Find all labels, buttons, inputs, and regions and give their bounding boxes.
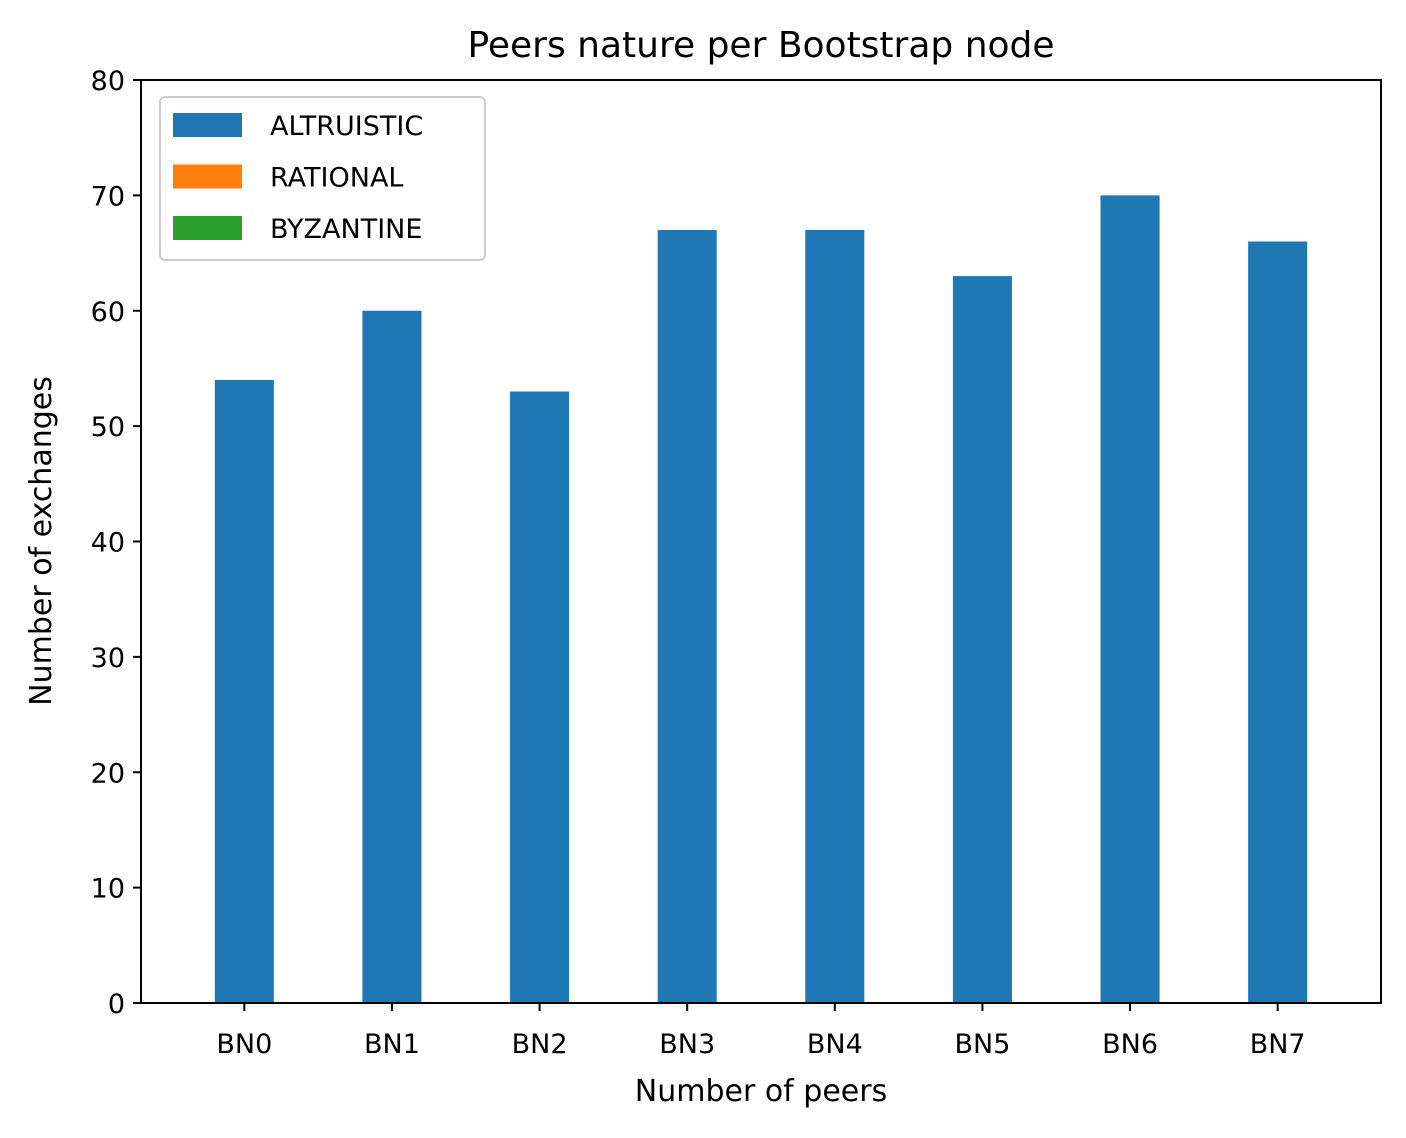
bar-altruistic-bn4 bbox=[805, 229, 865, 1004]
legend: ALTRUISTIC RATIONAL BYZANTINE bbox=[159, 96, 486, 261]
y-tick-label: 70 bbox=[91, 181, 125, 212]
x-tick-label: BN2 bbox=[512, 1029, 568, 1060]
legend-swatch-byzantine bbox=[173, 216, 242, 240]
y-tick-label: 30 bbox=[91, 643, 125, 674]
x-tick-label: BN3 bbox=[659, 1029, 715, 1060]
x-tick-label: BN6 bbox=[1102, 1029, 1158, 1060]
x-axis-label: Number of peers bbox=[635, 1074, 887, 1109]
y-tick-label: 20 bbox=[91, 758, 125, 789]
x-axis: BN0 BN1 BN2 BN3 BN4 BN5 BN6 BN7 bbox=[216, 1003, 1306, 1060]
chart-title: Peers nature per Bootstrap node bbox=[467, 25, 1054, 66]
legend-swatch-altruistic bbox=[173, 113, 242, 137]
y-tick-label: 10 bbox=[91, 874, 125, 905]
legend-label-altruistic: ALTRUISTIC bbox=[270, 111, 423, 142]
y-axis: 0 10 20 30 40 50 60 70 80 bbox=[91, 66, 141, 1020]
x-tick-label: BN1 bbox=[364, 1029, 420, 1060]
x-tick-label: BN4 bbox=[807, 1029, 863, 1060]
y-tick-label: 0 bbox=[108, 989, 125, 1020]
bars-layer bbox=[214, 195, 1308, 1004]
x-tick-label: BN5 bbox=[954, 1029, 1010, 1060]
y-axis-label: Number of exchanges bbox=[24, 376, 59, 706]
legend-label-byzantine: BYZANTINE bbox=[270, 214, 422, 245]
y-tick-label: 40 bbox=[91, 528, 125, 559]
bar-altruistic-bn3 bbox=[657, 229, 717, 1004]
bar-altruistic-bn5 bbox=[952, 276, 1012, 1003]
bar-altruistic-bn6 bbox=[1100, 195, 1160, 1003]
legend-swatch-rational bbox=[173, 164, 242, 189]
bar-altruistic-bn1 bbox=[362, 310, 422, 1003]
x-tick-label: BN7 bbox=[1250, 1029, 1306, 1060]
legend-label-rational: RATIONAL bbox=[270, 163, 403, 194]
bar-altruistic-bn2 bbox=[510, 391, 570, 1003]
x-tick-label: BN0 bbox=[216, 1029, 272, 1060]
y-tick-label: 50 bbox=[91, 412, 125, 443]
bar-altruistic-bn0 bbox=[214, 379, 274, 1004]
y-tick-label: 60 bbox=[91, 297, 125, 328]
bar-altruistic-bn7 bbox=[1248, 241, 1308, 1003]
y-tick-label: 80 bbox=[91, 66, 125, 97]
